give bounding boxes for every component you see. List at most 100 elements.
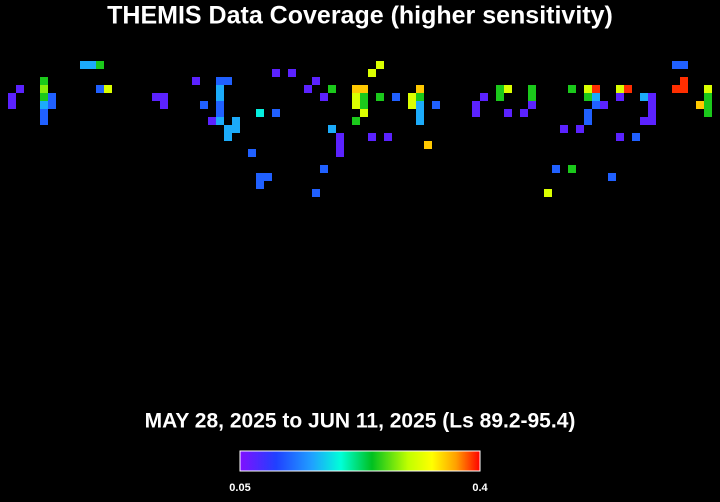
coverage-cell [232,125,240,133]
coverage-cell [672,61,680,69]
coverage-cell [216,93,224,101]
coverage-cell [704,85,712,93]
coverage-cell [472,101,480,109]
coverage-cell [40,117,48,125]
coverage-cell [392,93,400,101]
coverage-cell [408,93,416,101]
coverage-cell [224,125,232,133]
coverage-cell [648,117,656,125]
coverage-cell [256,173,264,181]
coverage-cell [680,85,688,93]
coverage-cell [584,117,592,125]
coverage-cell [80,61,88,69]
coverage-cell [328,85,336,93]
coverage-cell [496,93,504,101]
coverage-cell [616,93,624,101]
coverage-cell [312,77,320,85]
coverage-cell [40,109,48,117]
coverage-cell [608,173,616,181]
coverage-cell [104,85,112,93]
colorbar [239,450,481,472]
coverage-cell [336,141,344,149]
coverage-cell [272,109,280,117]
coverage-cell [272,69,280,77]
coverage-cell [256,181,264,189]
coverage-cell [632,133,640,141]
coverage-cell [8,101,16,109]
coverage-cell [216,77,224,85]
coverage-cell [208,117,216,125]
coverage-cell [312,189,320,197]
coverage-cell [352,101,360,109]
coverage-cell [600,101,608,109]
coverage-cell [160,101,168,109]
coverage-cell [480,93,488,101]
coverage-cell [360,101,368,109]
title: THEMIS Data Coverage (higher sensitivity… [107,2,613,30]
coverage-cell [424,141,432,149]
coverage-cell [648,93,656,101]
coverage-cell [408,101,416,109]
colorbar-min-label: 0.05 [229,482,250,494]
coverage-cell [528,85,536,93]
coverage-cell [416,117,424,125]
coverage-cell [352,93,360,101]
coverage-cell [368,69,376,77]
coverage-cell [528,101,536,109]
coverage-cell [88,61,96,69]
coverage-cell [504,85,512,93]
coverage-cell [592,93,600,101]
coverage-cell [232,117,240,125]
coverage-cell [40,93,48,101]
coverage-cell [704,101,712,109]
coverage-cell [256,109,264,117]
coverage-cell [568,165,576,173]
coverage-cell [40,85,48,93]
cells [8,61,712,197]
coverage-cell [704,109,712,117]
coverage-cell [328,125,336,133]
coverage-cell [584,109,592,117]
coverage-cell [704,93,712,101]
coverage-cell [288,69,296,77]
coverage-cell [624,85,632,93]
coverage-cell [352,85,360,93]
coverage-cell [360,109,368,117]
coverage-cell [360,85,368,93]
coverage-cell [152,93,160,101]
coverage-cell [40,77,48,85]
coverage-cell [8,93,16,101]
coverage-cell [528,93,536,101]
coverage-cell [568,85,576,93]
coverage-cell [592,101,600,109]
coverage-cell [384,133,392,141]
coverage-cell [264,173,272,181]
coverage-cell [200,101,208,109]
coverage-cell [472,109,480,117]
coverage-cell [560,125,568,133]
coverage-cell [672,85,680,93]
coverage-cell [336,133,344,141]
coverage-cell [680,61,688,69]
coverage-cell [544,189,552,197]
coverage-cell [224,77,232,85]
coverage-cell [336,149,344,157]
coverage-cell [48,93,56,101]
coverage-cell [576,125,584,133]
coverage-cell [416,85,424,93]
coverage-cell [648,109,656,117]
coverage-cell [40,101,48,109]
coverage-cell [216,109,224,117]
coverage-cell [160,93,168,101]
colorbar-max-label: 0.4 [472,482,488,494]
coverage-cell [416,93,424,101]
coverage-cell [416,101,424,109]
coverage-cell [584,85,592,93]
coverage-cell [584,93,592,101]
coverage-cell [552,165,560,173]
coverage-cell [640,117,648,125]
coverage-cell [648,101,656,109]
coverage-cell [48,101,56,109]
coverage-cell [376,93,384,101]
